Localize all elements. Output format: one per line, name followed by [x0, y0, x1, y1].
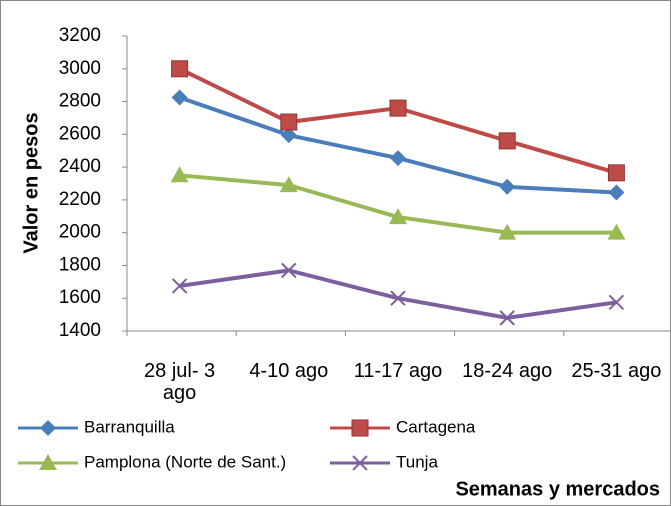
y-tick-label: 3000: [59, 58, 101, 79]
marker: [499, 310, 515, 326]
y-tick-label: 2200: [59, 189, 101, 210]
y-tick-label: 2400: [59, 156, 101, 177]
legend-label: Pamplona (Norte de Sant.): [84, 452, 286, 471]
marker: [498, 223, 517, 240]
marker: [389, 208, 407, 225]
marker: [389, 99, 407, 117]
y-tick-label: 1800: [59, 254, 101, 275]
y-tick-label: 2600: [59, 123, 101, 144]
series-line: [179, 268, 617, 320]
marker: [352, 455, 368, 471]
x-tick-label: 11-17 ago: [353, 360, 443, 382]
marker: [607, 223, 626, 240]
y-tick-label: 1400: [59, 320, 101, 341]
y-tick-label: 2000: [59, 222, 101, 243]
marker: [281, 262, 297, 279]
marker: [280, 113, 298, 131]
y-tick-label: 3200: [59, 25, 101, 46]
marker: [498, 132, 516, 150]
x-tick-label: 18-24 ago: [462, 360, 553, 382]
x-tick-label: 28 jul- 3 ago: [144, 360, 216, 404]
marker: [351, 419, 369, 437]
marker: [171, 60, 189, 78]
marker: [390, 150, 406, 167]
marker: [499, 178, 516, 195]
marker: [608, 294, 625, 311]
x-tick-label: 25-31 ago: [571, 360, 662, 382]
marker: [279, 176, 298, 193]
y-tick-label: 2800: [59, 91, 101, 112]
marker: [171, 278, 188, 294]
marker: [40, 420, 56, 436]
marker: [607, 164, 625, 182]
legend-label: Cartagena: [396, 417, 476, 436]
x-tick-label: 4-10 ago: [249, 360, 329, 382]
legend-label: Tunja: [396, 452, 438, 471]
marker: [608, 184, 625, 201]
marker: [280, 127, 297, 144]
y-tick-label: 1600: [59, 287, 101, 308]
marker: [390, 290, 406, 306]
x-axis-title: Semanas y mercados: [455, 478, 660, 500]
marker: [170, 166, 189, 183]
marker: [171, 89, 188, 106]
y-axis-title: Valor en pesos: [20, 112, 42, 253]
legend-label: Barranquilla: [84, 417, 175, 436]
marker: [39, 454, 57, 470]
